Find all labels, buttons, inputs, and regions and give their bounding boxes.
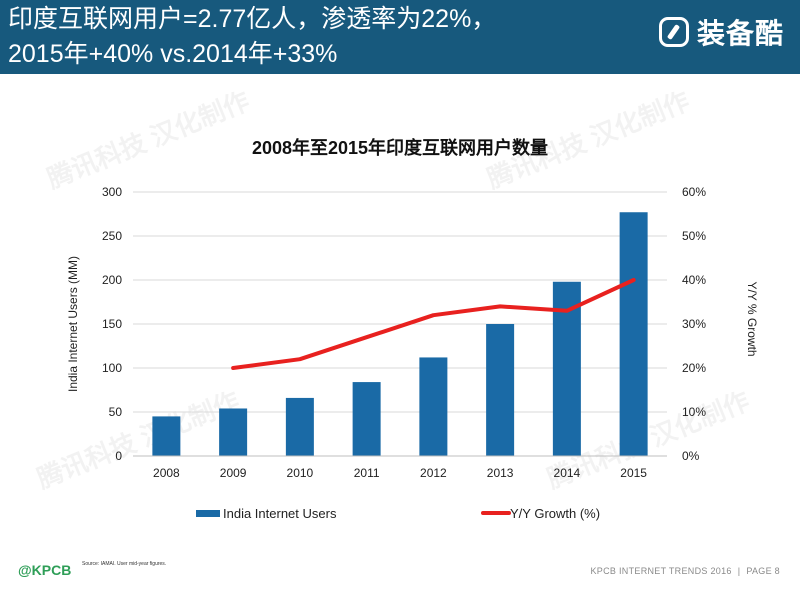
chart-title: 2008年至2015年印度互联网用户数量 bbox=[251, 138, 549, 158]
bar bbox=[486, 324, 515, 456]
footer-report-info: KPCB INTERNET TRENDS 2016 | PAGE 8 bbox=[590, 566, 780, 576]
bar bbox=[152, 416, 181, 456]
y-tick-label: 50 bbox=[109, 405, 123, 419]
legend-bar-swatch bbox=[196, 510, 220, 517]
y-axis-title: India Internet Users (MM) bbox=[66, 256, 80, 392]
y2-tick-label: 0% bbox=[682, 449, 700, 463]
legend-bar-label: India Internet Users bbox=[223, 506, 337, 521]
slide-header: 印度互联网用户=2.77亿人，渗透率为22%， 2015年+40% vs.201… bbox=[0, 0, 800, 74]
y2-tick-label: 10% bbox=[682, 405, 706, 419]
footer-separator: | bbox=[737, 566, 741, 576]
logo-icon bbox=[658, 17, 689, 47]
logo-text: 装备酷 bbox=[696, 18, 784, 49]
x-tick-label: 2012 bbox=[420, 466, 447, 480]
x-tick-label: 2008 bbox=[153, 466, 180, 480]
bar bbox=[419, 357, 448, 456]
slide-title-line-2: 2015年+40% vs.2014年+33% bbox=[8, 40, 338, 68]
source-note: Source: IAMAI. User mid-year figures. bbox=[82, 561, 167, 567]
bar bbox=[352, 382, 381, 456]
y2-axis-title: Y/Y % Growth bbox=[745, 281, 759, 356]
y2-tick-label: 20% bbox=[682, 361, 706, 375]
bar bbox=[619, 212, 648, 456]
x-tick-label: 2014 bbox=[554, 466, 581, 480]
x-tick-label: 2013 bbox=[487, 466, 514, 480]
y-tick-label: 200 bbox=[102, 273, 122, 287]
kpcb-brand: @KPCB bbox=[18, 562, 72, 578]
y-tick-label: 100 bbox=[102, 361, 122, 375]
slide-title-line-1: 印度互联网用户=2.77亿人，渗透率为22%， bbox=[8, 5, 497, 33]
y-tick-label: 250 bbox=[102, 229, 122, 243]
report-name: KPCB INTERNET TRENDS 2016 bbox=[590, 566, 732, 576]
x-tick-label: 2011 bbox=[354, 466, 380, 480]
bar bbox=[285, 397, 314, 456]
x-tick-label: 2009 bbox=[220, 466, 247, 480]
x-tick-label: 2010 bbox=[287, 466, 314, 480]
y-tick-label: 150 bbox=[102, 317, 122, 331]
y2-tick-label: 30% bbox=[682, 317, 706, 331]
y2-tick-label: 50% bbox=[682, 229, 706, 243]
legend-line-label: Y/Y Growth (%) bbox=[510, 506, 600, 521]
y2-tick-label: 40% bbox=[682, 273, 706, 287]
x-tick-label: 2015 bbox=[620, 466, 647, 480]
page-number: PAGE 8 bbox=[746, 566, 780, 576]
y-tick-label: 300 bbox=[102, 185, 122, 199]
brand-logo: 装备酷 bbox=[658, 12, 784, 52]
y-tick-label: 0 bbox=[115, 449, 122, 463]
bar bbox=[219, 408, 248, 456]
y2-tick-label: 60% bbox=[682, 185, 706, 199]
